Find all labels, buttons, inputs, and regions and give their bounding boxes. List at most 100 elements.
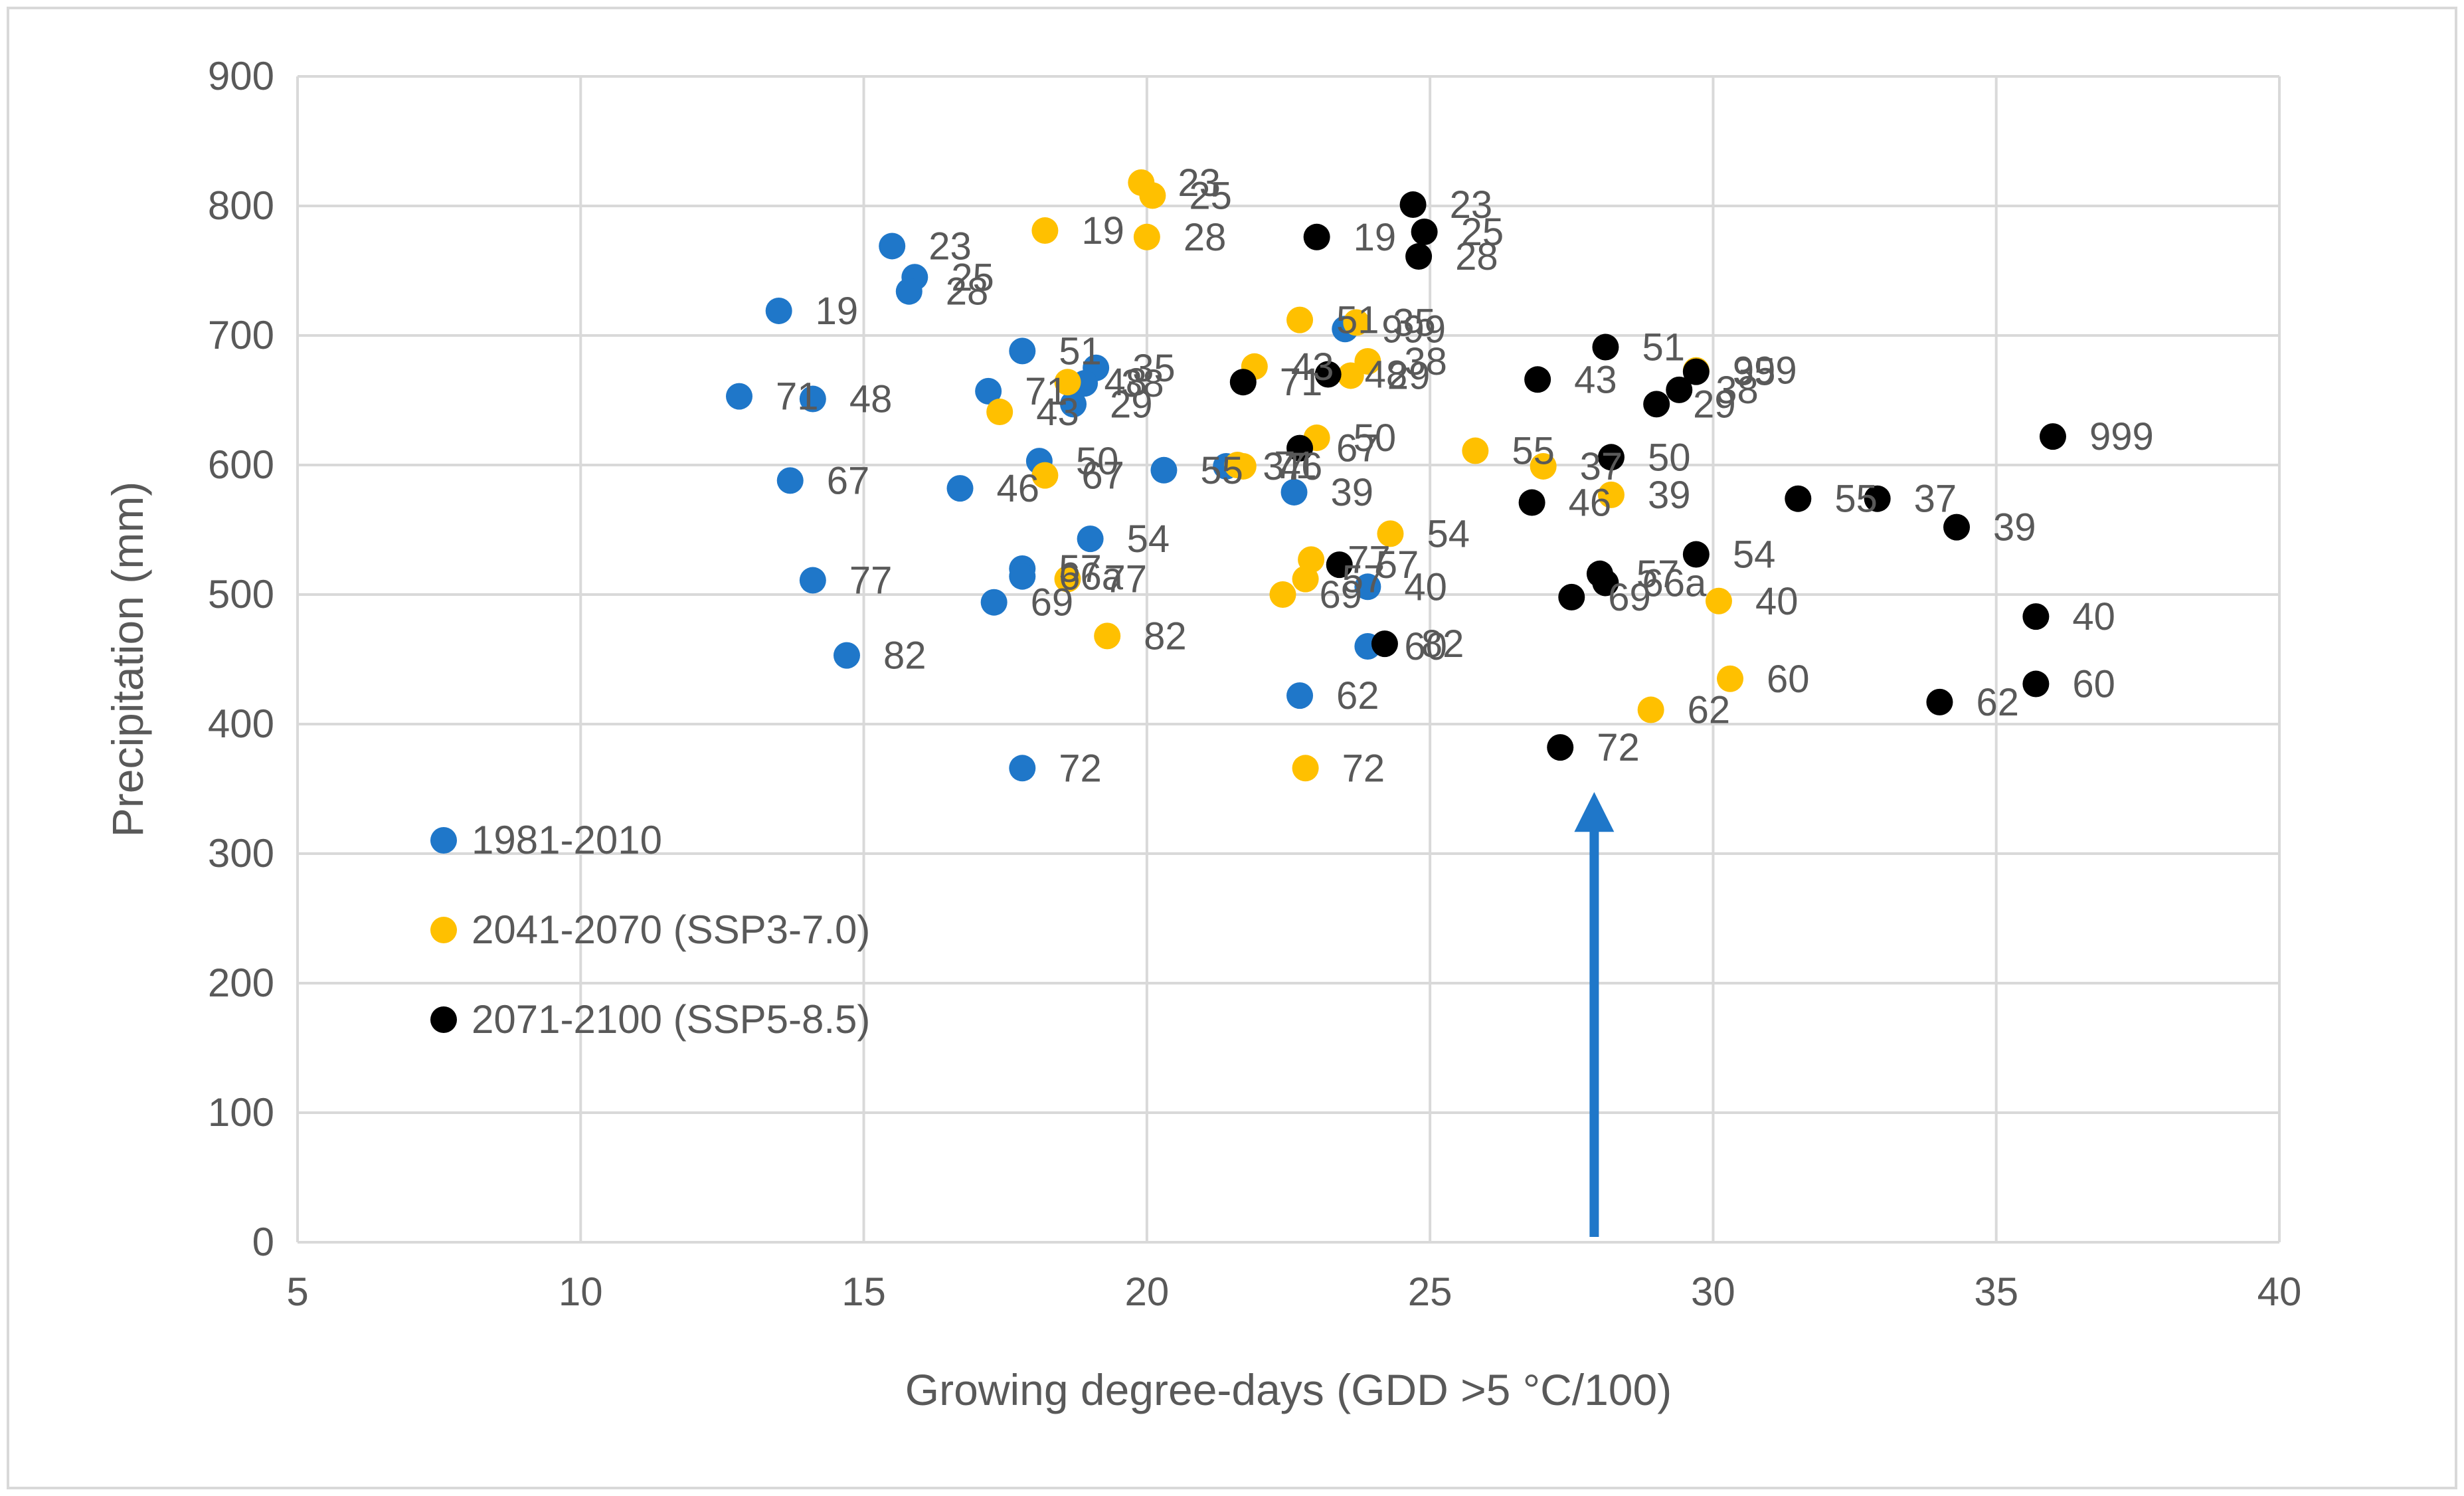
data-point xyxy=(1060,391,1087,418)
data-point xyxy=(1643,391,1670,418)
data-point xyxy=(1405,243,1433,270)
data-label: 51 xyxy=(1336,299,1379,342)
data-label: 67 xyxy=(1336,427,1379,470)
data-point xyxy=(1314,361,1342,388)
data-label: 23 xyxy=(928,225,972,268)
y-tick-label: 200 xyxy=(208,961,274,1005)
data-label: 57 xyxy=(1059,547,1102,591)
data-label: 55 xyxy=(1834,478,1878,521)
data-label: 72 xyxy=(1597,726,1640,769)
data-point xyxy=(1054,565,1081,593)
data-label: 35 xyxy=(1393,302,1436,345)
data-point xyxy=(1286,306,1314,333)
data-label: 69 xyxy=(1031,581,1074,624)
data-point xyxy=(765,297,792,324)
data-point xyxy=(1717,665,1744,692)
data-point xyxy=(1139,182,1166,209)
data-label: 19 xyxy=(1354,216,1397,259)
data-label: 46 xyxy=(997,467,1040,510)
data-label: 999 xyxy=(1733,349,1797,393)
data-point xyxy=(1229,369,1257,396)
data-point xyxy=(726,383,753,410)
data-point xyxy=(1371,630,1398,658)
x-tick-label: 40 xyxy=(2257,1269,2302,1314)
data-point xyxy=(1269,581,1296,608)
data-label: 69 xyxy=(1608,576,1651,619)
data-label: 38 xyxy=(1716,369,1759,412)
data-point xyxy=(1530,452,1557,480)
data-point xyxy=(879,233,906,260)
y-tick-label: 900 xyxy=(208,54,274,98)
data-label: 28 xyxy=(1184,216,1227,259)
y-tick-label: 600 xyxy=(208,442,274,487)
data-point xyxy=(1518,489,1545,516)
data-label: 82 xyxy=(1144,614,1187,658)
data-label: 999 xyxy=(2089,415,2154,458)
data-label: 37 xyxy=(1914,478,1957,521)
data-label: 82 xyxy=(883,634,926,678)
data-label: 77 xyxy=(849,559,893,603)
data-label: 39 xyxy=(1993,506,2036,549)
legend-label: 1981-2010 xyxy=(472,818,662,862)
data-label: 60 xyxy=(1767,658,1810,701)
data-point xyxy=(1133,223,1160,250)
data-label: 54 xyxy=(1127,517,1170,561)
data-point xyxy=(1785,485,1812,512)
data-point xyxy=(799,567,826,594)
data-label: 72 xyxy=(1342,747,1385,790)
data-label: 43 xyxy=(1036,391,1079,434)
data-point xyxy=(1597,481,1625,508)
legend-marker xyxy=(430,917,457,943)
data-point xyxy=(1292,565,1319,593)
data-point xyxy=(1592,333,1619,361)
x-tick-label: 5 xyxy=(286,1269,308,1314)
legend-label: 2041-2070 (SSP3-7.0) xyxy=(472,907,870,952)
y-tick-label: 0 xyxy=(252,1220,274,1264)
data-label: 50 xyxy=(1648,436,1691,479)
data-point xyxy=(1337,362,1364,389)
data-point xyxy=(1303,223,1330,250)
data-label: 46 xyxy=(1280,445,1323,488)
data-label: 999 xyxy=(1381,308,1446,351)
y-tick-label: 700 xyxy=(208,313,274,357)
arrow-head xyxy=(1574,792,1615,832)
data-point xyxy=(1926,688,1953,715)
x-tick-label: 35 xyxy=(1974,1269,2018,1314)
data-point xyxy=(1009,337,1036,365)
data-label: 43 xyxy=(1574,358,1617,401)
legend-marker xyxy=(430,1006,457,1033)
data-point xyxy=(1031,217,1059,244)
data-point xyxy=(1009,563,1036,590)
data-label: 28 xyxy=(946,270,989,314)
data-label: 43 xyxy=(1291,345,1334,389)
x-tick-label: 25 xyxy=(1408,1269,1452,1314)
y-tick-label: 500 xyxy=(208,572,274,616)
data-point xyxy=(2022,670,2050,698)
x-tick-label: 15 xyxy=(841,1269,886,1314)
data-label: 48 xyxy=(1104,361,1147,404)
data-label: 25 xyxy=(1189,174,1232,217)
data-label: 25 xyxy=(1461,211,1504,254)
data-point xyxy=(1524,366,1551,393)
data-label: 50 xyxy=(1076,440,1119,483)
data-label: 72 xyxy=(1059,747,1102,790)
data-label: 35 xyxy=(1132,347,1176,390)
data-point xyxy=(1411,219,1438,245)
data-point xyxy=(1864,485,1891,512)
data-point xyxy=(1077,525,1104,553)
data-point xyxy=(1377,520,1404,547)
data-label: 71 xyxy=(1025,370,1068,413)
y-tick-label: 300 xyxy=(208,831,274,876)
data-label: 39 xyxy=(1648,474,1691,517)
data-point xyxy=(1547,734,1574,761)
data-points xyxy=(726,169,2066,782)
data-point xyxy=(1326,551,1353,579)
data-point xyxy=(1280,478,1308,506)
data-point xyxy=(1592,569,1619,597)
data-point xyxy=(1462,437,1489,464)
data-label: 77 xyxy=(1104,558,1147,601)
data-label: 35 xyxy=(1733,351,1776,394)
x-tick-label: 30 xyxy=(1691,1269,1735,1314)
chart-border xyxy=(7,7,2457,1489)
data-label: 23 xyxy=(1178,161,1221,205)
